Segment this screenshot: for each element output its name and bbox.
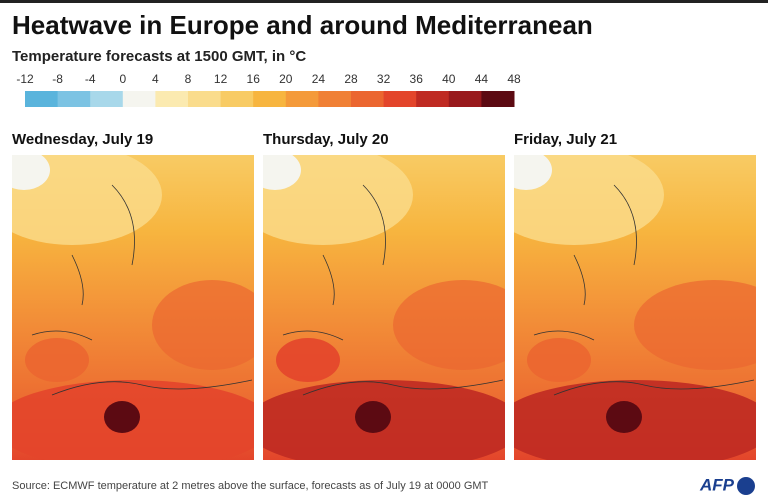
legend-swatch	[351, 91, 385, 107]
ice	[514, 155, 552, 190]
legend-tick: -12	[16, 72, 34, 86]
hot-east	[152, 280, 254, 370]
panel-title: Friday, July 21	[514, 131, 617, 148]
legend-swatch	[416, 91, 450, 107]
legend-tick: -8	[52, 72, 63, 86]
iberia	[276, 338, 340, 382]
legend-tick: 16	[247, 72, 261, 86]
legend-swatch	[155, 91, 189, 107]
panel-title: Wednesday, July 19	[12, 131, 153, 148]
sahara	[355, 401, 391, 433]
legend-swatch	[188, 91, 222, 107]
map	[12, 155, 254, 460]
map	[263, 155, 505, 460]
legend-tick: 8	[185, 72, 192, 86]
legend-tick: 0	[119, 72, 126, 86]
top-rule	[0, 0, 768, 3]
sahara	[104, 401, 140, 433]
hot-east	[634, 280, 756, 370]
legend-swatch	[122, 91, 156, 107]
legend-swatch	[383, 91, 417, 107]
logo-globe	[737, 477, 755, 495]
cool-north	[12, 155, 162, 245]
panels: Wednesday, July 19 Thursday, July 20 Frida…	[12, 131, 756, 460]
legend-swatch	[253, 91, 287, 107]
ice	[12, 155, 50, 190]
legend-tick: 44	[475, 72, 489, 86]
legend-swatch	[481, 91, 515, 107]
legend-tick: 36	[410, 72, 424, 86]
legend: -12 -8 -4 0 4 8 12 16 20 24 28 32 36 40 44 48	[16, 72, 521, 107]
legend-tick: 24	[312, 72, 326, 86]
legend-tick: 20	[279, 72, 293, 86]
coastline	[31, 184, 253, 396]
legend-swatch	[25, 91, 59, 107]
coastline	[533, 184, 755, 396]
legend-swatch	[57, 91, 91, 107]
hot-east	[393, 280, 505, 370]
logo: AFP	[699, 475, 735, 494]
legend-tick: 12	[214, 72, 228, 86]
legend-tick: 28	[344, 72, 358, 86]
legend-swatch	[448, 91, 482, 107]
map-panel: Thursday, July 20	[263, 131, 505, 460]
cool-north	[514, 155, 664, 245]
map-panel: Wednesday, July 19	[12, 131, 254, 460]
map-panel: Friday, July 21	[514, 131, 756, 460]
legend-tick: -4	[85, 72, 96, 86]
legend-tick: 48	[507, 72, 521, 86]
legend-tick: 4	[152, 72, 159, 86]
cool-north	[263, 155, 413, 245]
iberia	[25, 338, 89, 382]
iberia	[527, 338, 591, 382]
ice	[263, 155, 301, 190]
coastline	[282, 184, 504, 396]
map	[514, 155, 756, 460]
legend-swatch	[220, 91, 254, 107]
legend-swatch	[285, 91, 319, 107]
legend-tick: 40	[442, 72, 456, 86]
title: Heatwave in Europe and around Mediterran…	[12, 10, 593, 40]
source: Source: ECMWF temperature at 2 metres ab…	[12, 480, 489, 492]
panel-title: Thursday, July 20	[263, 131, 389, 148]
legend-tick: 32	[377, 72, 391, 86]
subtitle: Temperature forecasts at 1500 GMT, in °C	[12, 48, 306, 65]
legend-swatch	[90, 91, 124, 107]
sahara	[606, 401, 642, 433]
legend-swatch	[318, 91, 352, 107]
